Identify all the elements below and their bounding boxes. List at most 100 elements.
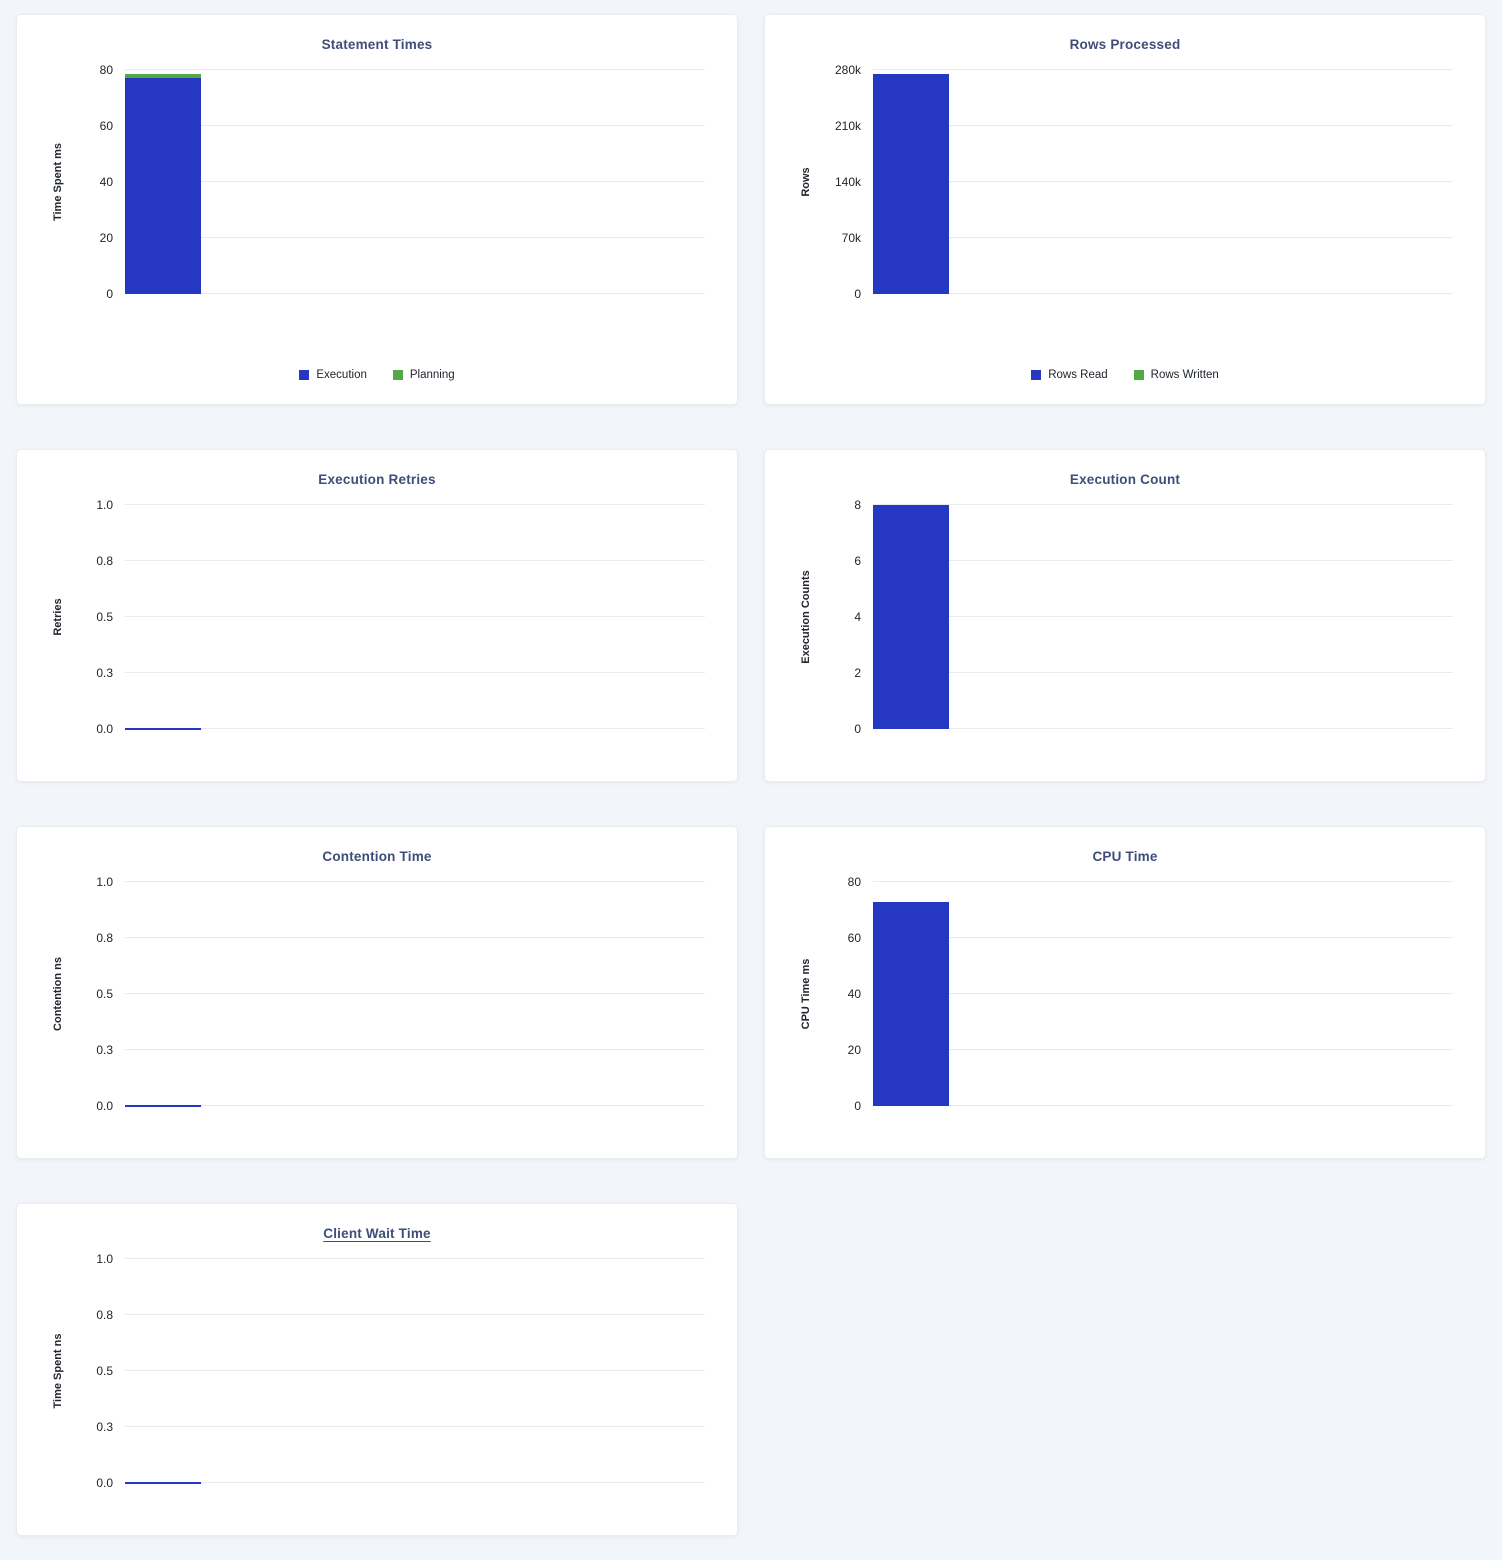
bar-cpu-time [873,901,949,1106]
gridline [125,181,705,182]
y-tick-label: 0.3 [96,666,113,680]
y-tick-label: 0 [106,287,113,301]
chart-title-statement-times: Statement Times [321,37,433,52]
chart-title-execution-count: Execution Count [1069,472,1181,487]
cpu-time-chart: CPU Time ms 0 20 40 60 80 [783,872,1467,1122]
gridline [873,881,1453,882]
y-axis-label-text: Time Spent ms [52,142,64,222]
gridline [125,1426,705,1427]
gridline [125,560,705,561]
gridline [873,504,1453,505]
client-wait-time-chart: Time Spent ns 0.0 0.3 0.5 0.8 1.0 [35,1249,719,1499]
y-tick-label: 0.3 [96,1043,113,1057]
y-tick-label: 0 [854,287,861,301]
y-tick-label: 0.8 [96,1308,113,1322]
legend-item-rows-written[interactable]: Rows Written [1133,368,1219,382]
bar-execution-count [873,505,949,729]
y-axis-label: Time Spent ns [51,1259,65,1483]
y-tick-label: 40 [847,987,861,1001]
gridline [873,728,1453,729]
y-tick-label: 0.8 [96,554,113,568]
y-axis-label-text: CPU Time ms [800,958,812,1030]
y-tick-label: 0.3 [96,1420,113,1434]
chart-legend: Execution Planning [35,368,719,382]
y-tick-label: 0 [854,1099,861,1113]
y-tick-label: 2 [854,666,861,680]
chart-card-statement-times: Statement Times Time Spent ms 0 20 40 60 80 … [16,14,738,405]
gridline [873,125,1453,126]
y-tick-label: 20 [847,1043,861,1057]
gridline [873,672,1453,673]
y-tick-label: 0.8 [96,931,113,945]
plot-area: 0.0 0.3 0.5 0.8 1.0 [96,1252,705,1490]
gridline [125,237,705,238]
y-tick-label: 1.0 [96,875,113,889]
zero-value-line [125,1482,201,1484]
legend-label: Execution [316,369,367,381]
chart-title-client-wait-time[interactable]: Client Wait Time [323,1226,431,1241]
gridline [125,125,705,126]
legend-label: Rows Written [1150,369,1219,381]
y-axis-label: Retries [51,505,65,729]
legend-label: Planning [409,369,455,381]
y-tick-label: 80 [847,875,861,889]
y-tick-label: 6 [854,554,861,568]
legend-item-execution[interactable]: Execution [299,368,367,382]
legend-item-planning[interactable]: Planning [392,368,455,382]
chart-card-rows-processed: Rows Processed Rows 0 70k 140k 210k 280k Row… [764,14,1486,405]
chart-legend: Rows Read Rows Written [783,368,1467,382]
statement-times-chart: Time Spent ms 0 20 40 60 80 [35,60,719,310]
y-tick-label: 0.0 [96,722,113,736]
gridline [873,937,1453,938]
gridline [125,1370,705,1371]
gridline [873,69,1453,70]
y-tick-label: 280k [834,63,861,77]
y-tick-label: 20 [99,231,113,245]
y-tick-label: 80 [99,63,113,77]
gridline [125,672,705,673]
plot-area: 0 20 40 60 80 [848,875,1453,1113]
gridline [873,1049,1453,1050]
y-axis-label-text: Execution Counts [800,570,812,664]
plot-area: 0.0 0.3 0.5 0.8 1.0 [96,875,705,1113]
plot-area: 0 2 4 6 8 [854,498,1453,736]
y-tick-label: 0.0 [96,1099,113,1113]
gridline [125,993,705,994]
plot-area: 0 20 40 60 80 [100,63,705,301]
gridline [125,1049,705,1050]
gridline [125,69,705,70]
legend-swatch [1031,370,1042,380]
legend-item-rows-read[interactable]: Rows Read [1031,368,1108,382]
y-axis-label: Rows [799,70,813,294]
legend-swatch [392,370,403,380]
y-axis-label-text: Time Spent ns [52,1333,64,1409]
chart-card-contention-time: Contention Time Contention ns 0.0 0.3 0.5 0… [16,826,738,1159]
legend-swatch [299,370,310,380]
y-tick-label: 70k [841,231,861,245]
gridline [125,1314,705,1315]
y-tick-label: 0.5 [96,987,113,1001]
chart-title-rows-processed: Rows Processed [1069,37,1181,52]
zero-value-line [125,728,201,730]
gridline [125,1258,705,1259]
y-tick-label: 1.0 [96,498,113,512]
gridline [125,1482,705,1483]
plot-area: 0 70k 140k 210k 280k [835,63,1453,301]
y-axis-label: Execution Counts [799,505,813,729]
y-tick-label: 4 [854,610,861,624]
y-axis-label: Time Spent ms [51,70,65,294]
bar-execution [125,78,201,294]
execution-count-chart: Execution Counts 0 2 4 6 8 [783,495,1467,745]
gridline [873,560,1453,561]
y-tick-label: 60 [847,931,861,945]
legend-label: Rows Read [1048,369,1108,381]
gridline [873,616,1453,617]
gridline [125,616,705,617]
y-tick-label: 210k [834,119,861,133]
y-axis-label: Contention ns [51,882,65,1106]
y-tick-label: 1.0 [96,1252,113,1266]
y-tick-label: 0.0 [96,1476,113,1490]
gridline [125,504,705,505]
bar-rows-read [873,74,949,294]
